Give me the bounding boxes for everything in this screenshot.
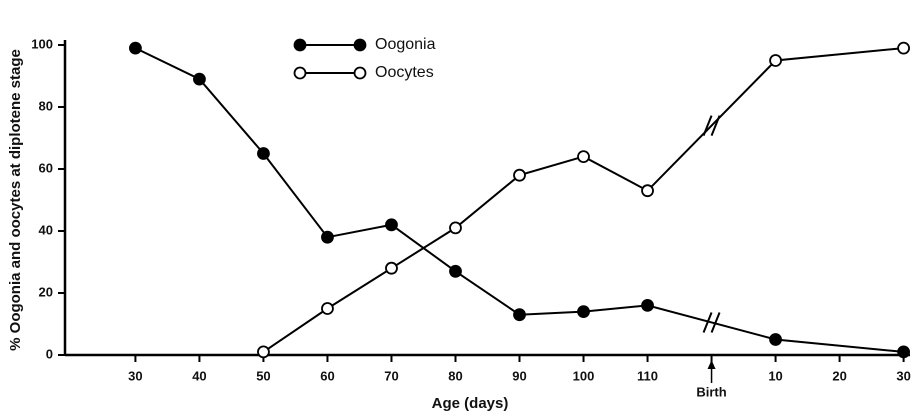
- x-tick-label: 70: [384, 368, 398, 383]
- birth-arrow-head: [707, 360, 716, 369]
- data-point: [193, 72, 206, 86]
- x-tick-label: 30: [128, 368, 142, 383]
- y-tick-label: 0: [46, 346, 53, 361]
- legend-marker: [353, 66, 367, 80]
- y-axis-label: % Oogonia and oocytes at diplotene stage: [7, 49, 24, 351]
- data-point: [897, 41, 910, 55]
- data-point: [321, 230, 334, 244]
- axis-break: [710, 312, 721, 333]
- y-tick-label: 40: [39, 222, 53, 237]
- data-point: [321, 302, 334, 315]
- y-tick-label: 20: [39, 284, 53, 299]
- axis-break: [702, 312, 713, 333]
- data-point: [385, 218, 398, 232]
- data-point: [769, 54, 782, 67]
- data-point: [257, 147, 270, 160]
- x-axis-label: Age (days): [432, 395, 509, 412]
- x-tick-label: 90: [512, 368, 526, 383]
- data-point: [577, 150, 590, 164]
- x-tick-label: 10: [768, 368, 782, 383]
- data-point: [513, 308, 526, 322]
- legend-label: Oogonia: [375, 36, 436, 53]
- x-tick-label: Birth: [696, 384, 726, 399]
- axis-break: [710, 115, 721, 136]
- data-point: [449, 221, 462, 235]
- series-line: [134, 47, 904, 353]
- data-point: [449, 264, 462, 278]
- x-tick-label: 40: [192, 368, 206, 383]
- legend-label: Oocytes: [375, 64, 434, 81]
- legend-marker: [293, 38, 307, 52]
- data-point: [641, 298, 654, 312]
- data-point: [641, 184, 654, 198]
- x-tick-label: 50: [256, 368, 270, 383]
- data-point: [769, 333, 782, 346]
- x-tick-label: 80: [448, 368, 462, 383]
- data-point: [513, 168, 526, 182]
- y-tick-label: 100: [31, 36, 53, 51]
- data-point: [897, 345, 910, 359]
- legend-marker: [293, 66, 307, 80]
- x-tick-label: 100: [573, 368, 595, 383]
- data-point: [577, 305, 590, 319]
- x-tick-label: 30: [896, 368, 910, 383]
- axis-break: [702, 115, 713, 136]
- y-tick-label: 80: [39, 98, 53, 113]
- x-tick-label: 20: [832, 368, 846, 383]
- data-point: [129, 41, 142, 55]
- x-tick-label: 110: [637, 368, 658, 383]
- data-point: [257, 345, 270, 359]
- x-tick-label: 60: [320, 368, 334, 383]
- y-tick-label: 60: [39, 160, 53, 175]
- legend-marker: [353, 38, 367, 52]
- data-point: [385, 261, 398, 275]
